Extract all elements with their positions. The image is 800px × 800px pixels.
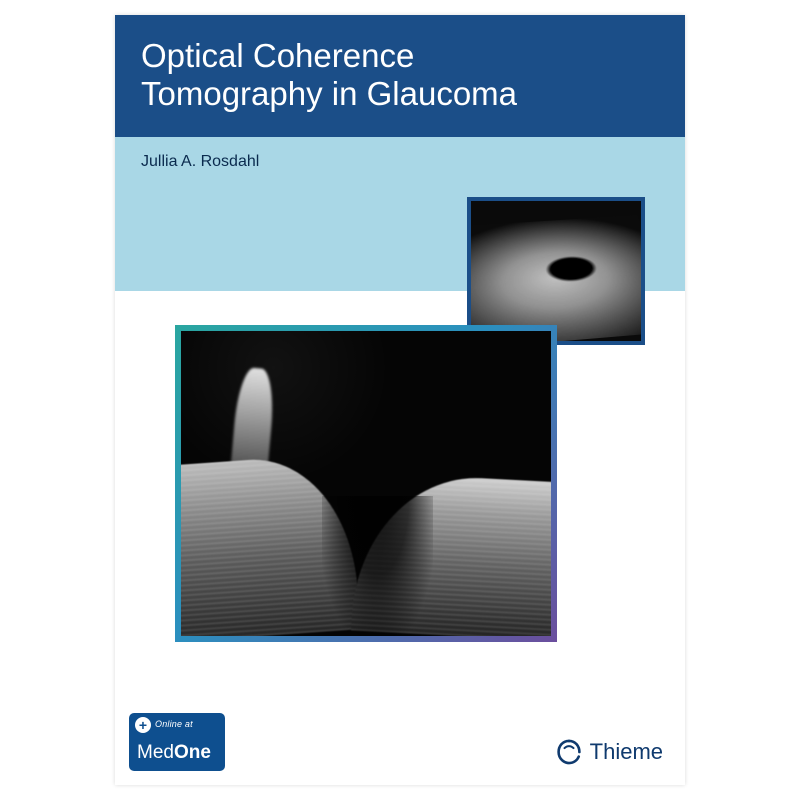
book-title: Optical Coherence Tomography in Glaucoma bbox=[141, 37, 659, 113]
author-name: Jullia A. Rosdahl bbox=[141, 147, 659, 171]
medone-badge: + Online at MedOne bbox=[129, 713, 225, 771]
publisher-name: Thieme bbox=[590, 739, 663, 765]
brand-prefix: Med bbox=[137, 742, 174, 763]
author-band: Jullia A. Rosdahl bbox=[115, 137, 685, 291]
publisher-mark: Thieme bbox=[556, 739, 663, 765]
title-line-2: Tomography in Glaucoma bbox=[141, 75, 517, 112]
optic-cup-shadow bbox=[322, 496, 433, 636]
thieme-logo-icon bbox=[556, 739, 582, 765]
brand-suffix: One bbox=[174, 742, 211, 763]
book-cover: Optical Coherence Tomography in Glaucoma… bbox=[115, 15, 685, 785]
title-line-1: Optical Coherence bbox=[141, 37, 414, 74]
online-at-label: Online at bbox=[155, 719, 193, 729]
plus-icon: + bbox=[135, 717, 151, 733]
main-oct-cross-section bbox=[181, 331, 551, 636]
main-scan-frame bbox=[175, 325, 557, 642]
inset-oct-3d-frame bbox=[467, 197, 645, 345]
medone-brand: MedOne bbox=[137, 742, 211, 764]
title-band: Optical Coherence Tomography in Glaucoma bbox=[115, 15, 685, 137]
